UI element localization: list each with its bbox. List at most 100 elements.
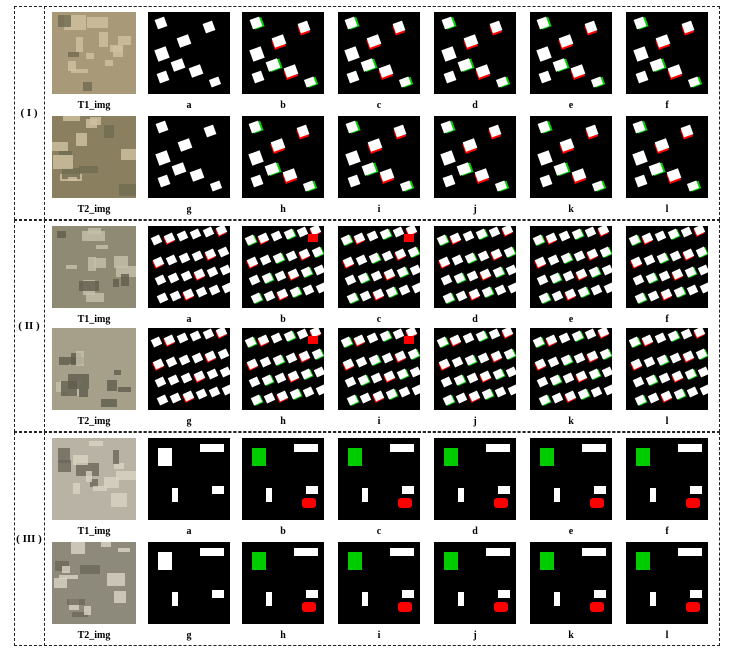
building-mask bbox=[263, 392, 276, 404]
building-mask bbox=[298, 350, 311, 362]
building-mask bbox=[154, 16, 168, 30]
error-region bbox=[404, 336, 414, 344]
building-mask bbox=[453, 374, 466, 386]
building-mask bbox=[554, 488, 560, 502]
building-mask bbox=[219, 366, 230, 378]
prediction-map bbox=[530, 12, 612, 94]
building-mask bbox=[221, 282, 230, 294]
building-mask bbox=[394, 350, 407, 362]
building-mask bbox=[699, 282, 708, 294]
photo-texture bbox=[62, 168, 80, 179]
building-mask bbox=[368, 252, 381, 264]
building-mask bbox=[396, 368, 409, 380]
building-mask bbox=[628, 336, 641, 348]
building-mask bbox=[505, 366, 516, 378]
building-mask bbox=[564, 390, 577, 402]
building-mask bbox=[206, 266, 219, 278]
building-mask bbox=[494, 284, 507, 296]
building-mask bbox=[436, 234, 449, 246]
error-region bbox=[398, 498, 412, 508]
photo-texture bbox=[107, 573, 125, 586]
image-label: T1_img bbox=[77, 526, 111, 537]
building-mask bbox=[650, 488, 656, 502]
building-mask bbox=[686, 180, 700, 192]
prediction-map bbox=[530, 542, 612, 624]
building-mask bbox=[441, 16, 455, 30]
building-mask bbox=[195, 388, 208, 400]
building-mask bbox=[573, 352, 586, 364]
building-mask bbox=[265, 58, 281, 72]
building-mask bbox=[347, 174, 361, 188]
error-region bbox=[590, 498, 604, 508]
photo-texture bbox=[76, 463, 99, 476]
building-mask bbox=[492, 368, 505, 380]
building-mask bbox=[169, 392, 182, 404]
building-mask bbox=[451, 356, 464, 368]
building-mask bbox=[573, 250, 586, 262]
image-label: T2_img bbox=[77, 630, 111, 641]
building-mask bbox=[633, 46, 649, 62]
building-mask bbox=[636, 552, 650, 570]
photo-texture bbox=[86, 471, 92, 482]
building-mask bbox=[630, 256, 643, 268]
building-mask bbox=[686, 284, 699, 296]
building-mask bbox=[669, 352, 682, 364]
building-mask bbox=[407, 348, 420, 360]
building-mask bbox=[285, 250, 298, 262]
building-mask bbox=[440, 376, 453, 388]
building-mask bbox=[163, 334, 176, 346]
building-mask bbox=[660, 390, 673, 402]
building-mask bbox=[202, 20, 216, 34]
prediction-map bbox=[242, 438, 324, 520]
building-mask bbox=[206, 368, 219, 380]
building-mask bbox=[630, 358, 643, 370]
building-mask bbox=[442, 394, 455, 406]
photo-texture bbox=[73, 455, 88, 465]
building-mask bbox=[302, 284, 315, 296]
building-mask bbox=[693, 328, 706, 338]
building-mask bbox=[156, 394, 169, 406]
satellite-image bbox=[52, 542, 136, 624]
building-mask bbox=[488, 328, 501, 340]
building-mask bbox=[643, 254, 656, 266]
photo-texture bbox=[79, 281, 99, 291]
building-mask bbox=[545, 334, 558, 346]
panel-label: l bbox=[665, 204, 669, 215]
building-mask bbox=[156, 292, 169, 304]
building-mask bbox=[393, 124, 407, 138]
building-mask bbox=[178, 354, 191, 366]
building-mask bbox=[276, 390, 289, 402]
panel-label: c bbox=[376, 526, 382, 537]
error-region bbox=[302, 602, 316, 612]
building-mask bbox=[553, 162, 569, 176]
building-mask bbox=[180, 270, 193, 282]
photo-texture bbox=[57, 231, 66, 238]
panel-label: a bbox=[186, 526, 192, 537]
panel-label: e bbox=[568, 100, 574, 111]
building-mask bbox=[686, 386, 699, 398]
building-mask bbox=[402, 486, 414, 494]
prediction-map bbox=[626, 226, 708, 308]
prediction-map bbox=[338, 438, 420, 520]
building-mask bbox=[250, 174, 264, 188]
building-mask bbox=[367, 138, 383, 152]
building-mask bbox=[658, 372, 671, 384]
panel-label: j bbox=[473, 416, 477, 427]
building-mask bbox=[538, 70, 552, 84]
photo-texture bbox=[114, 256, 128, 268]
building-mask bbox=[560, 354, 573, 366]
building-mask bbox=[601, 264, 612, 276]
photo-texture bbox=[114, 370, 121, 375]
building-mask bbox=[486, 444, 510, 452]
building-mask bbox=[289, 388, 302, 400]
building-mask bbox=[272, 252, 285, 264]
building-mask bbox=[633, 16, 647, 30]
building-mask bbox=[156, 70, 170, 84]
satellite-image bbox=[52, 438, 136, 520]
building-mask bbox=[536, 46, 552, 62]
building-mask bbox=[584, 328, 597, 340]
building-mask bbox=[342, 256, 355, 268]
building-mask bbox=[455, 392, 468, 404]
building-mask bbox=[457, 58, 473, 72]
photo-texture bbox=[113, 279, 119, 287]
